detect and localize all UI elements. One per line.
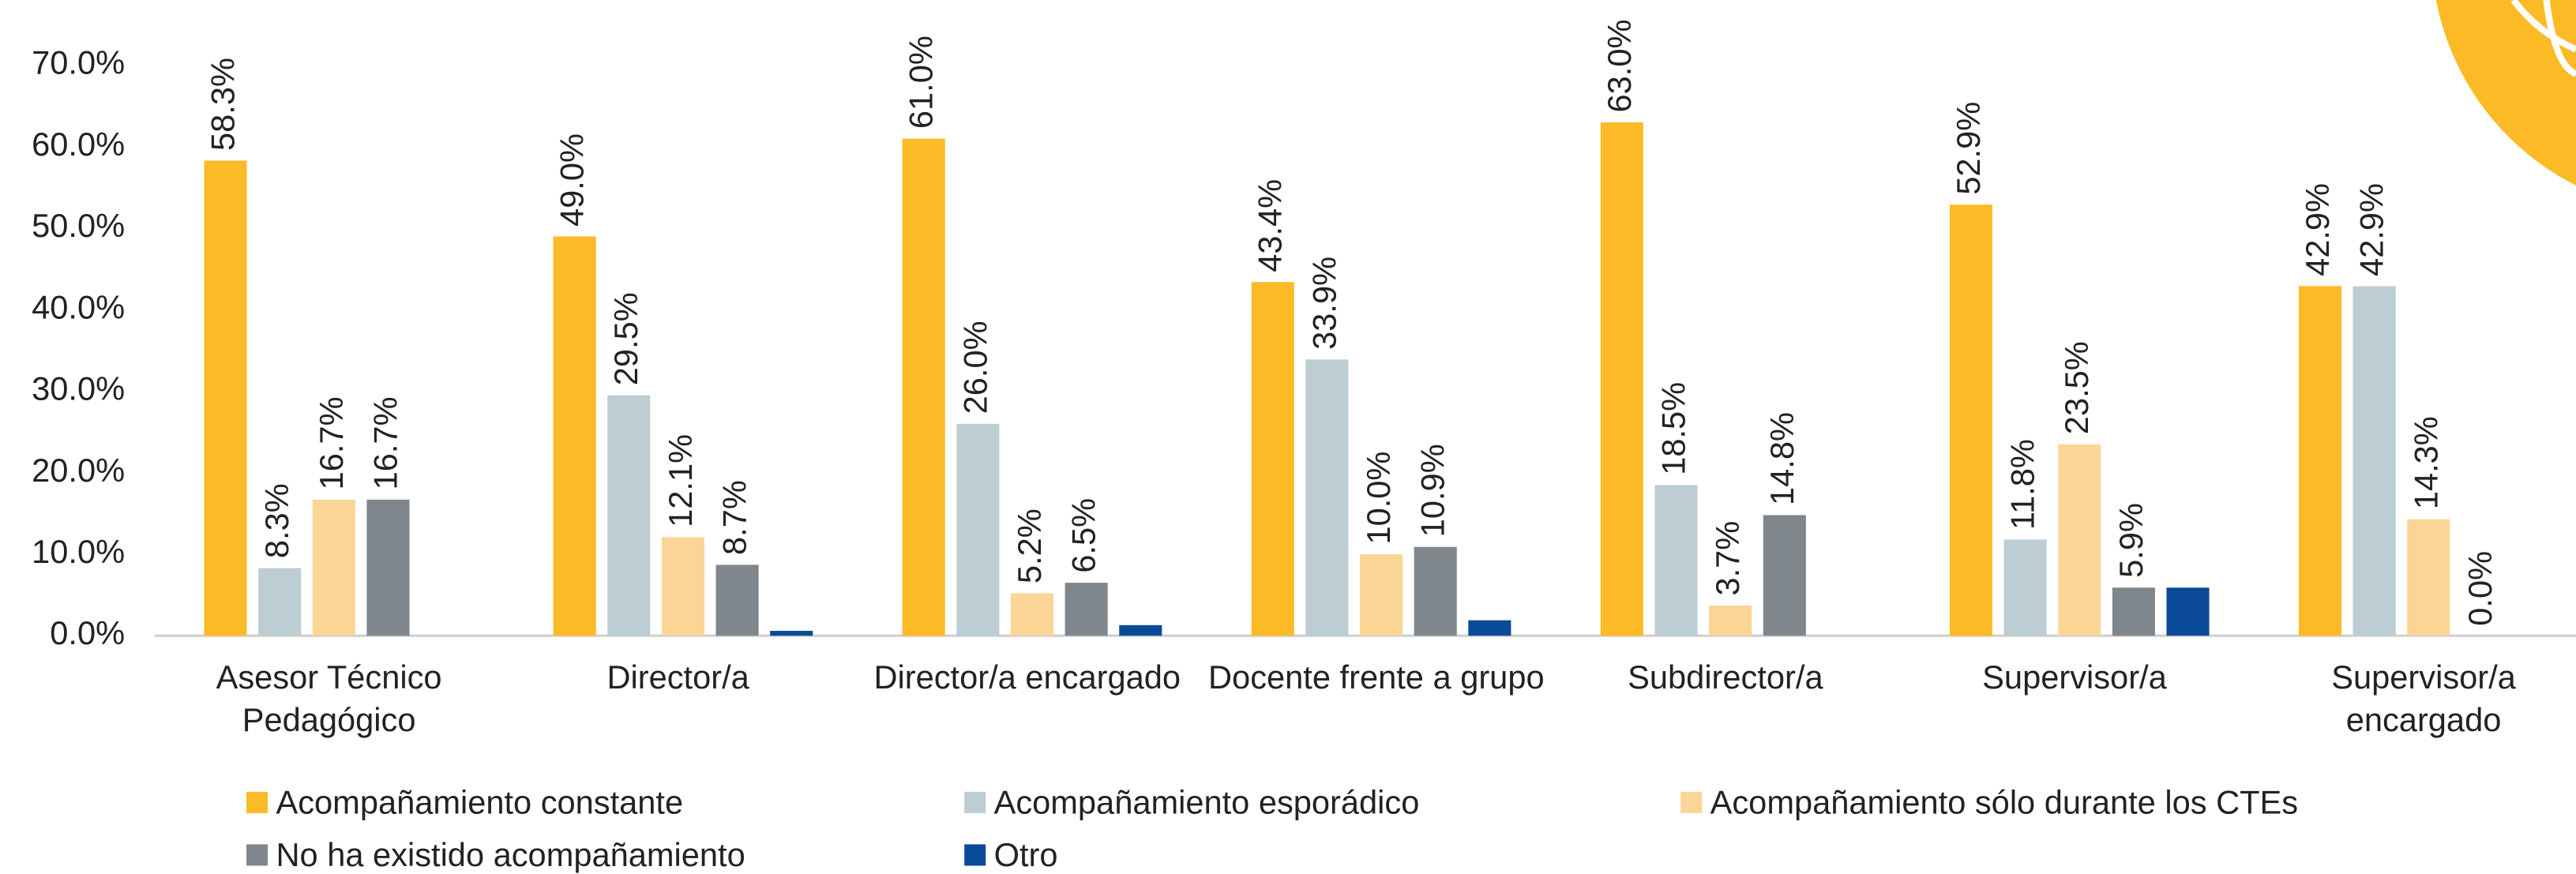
data-label: 18.5% xyxy=(1654,382,1692,475)
y-tick-label: 50.0% xyxy=(32,207,125,244)
legend-swatch xyxy=(964,844,986,865)
bar xyxy=(2299,286,2341,636)
data-label: 12.1% xyxy=(662,434,699,527)
bar xyxy=(2112,587,2155,636)
bar xyxy=(903,139,945,636)
legend-swatch xyxy=(246,792,268,813)
data-label: 49.0% xyxy=(554,133,591,227)
bar xyxy=(1065,583,1108,636)
data-label: 10.0% xyxy=(1360,452,1397,545)
data-label: 61.0% xyxy=(903,36,940,129)
data-label: 23.5% xyxy=(2058,341,2095,434)
y-tick-label: 0.0% xyxy=(50,614,125,651)
x-tick-label: Director/a xyxy=(505,657,851,700)
bar xyxy=(1950,204,1992,636)
bar xyxy=(770,631,813,636)
bar xyxy=(1414,547,1457,636)
bar xyxy=(1252,282,1294,636)
data-label: 42.9% xyxy=(2353,183,2390,276)
bar xyxy=(1305,359,1348,636)
bar xyxy=(1119,625,1162,636)
bar xyxy=(2004,539,2047,636)
x-tick-label: Asesor Técnico Pedagógico xyxy=(156,657,501,742)
bar xyxy=(1601,122,1643,636)
data-label: 42.9% xyxy=(2299,183,2336,276)
bar xyxy=(313,500,355,636)
bar xyxy=(1763,515,1806,636)
x-tick-label: Supervisor/a encargado xyxy=(2251,657,2576,742)
data-label: 29.5% xyxy=(607,292,644,385)
x-tick-label: Subdirector/a xyxy=(1553,657,1898,700)
legend-label: Acompañamiento sólo durante los CTEs xyxy=(1710,783,2298,820)
bar xyxy=(1011,594,1053,636)
data-label: 43.4% xyxy=(1252,179,1289,272)
data-label: 5.9% xyxy=(2112,503,2150,578)
bar xyxy=(716,565,759,636)
bar xyxy=(956,424,999,636)
y-tick-label: 70.0% xyxy=(32,44,125,81)
y-tick-label: 60.0% xyxy=(32,126,125,163)
x-tick-label: Docente frente a grupo xyxy=(1204,657,1549,700)
data-label: 14.8% xyxy=(1763,412,1801,505)
y-tick-label: 30.0% xyxy=(32,370,125,407)
x-tick-label-box: Supervisor/a encargado xyxy=(2251,657,2576,756)
bar xyxy=(1468,621,1511,636)
legend-swatch xyxy=(964,792,986,813)
legend-label: Acompañamiento esporádico xyxy=(994,783,1420,820)
data-label: 5.2% xyxy=(1011,508,1048,583)
data-label: 16.7% xyxy=(313,396,350,490)
data-label: 58.3% xyxy=(205,58,242,151)
bar xyxy=(258,568,301,636)
x-tick-label-box: Subdirector/a xyxy=(1553,657,1898,756)
y-tick-label: 40.0% xyxy=(32,288,125,325)
x-tick-label-box: Supervisor/a xyxy=(1902,657,2247,756)
legend-label: Acompañamiento constante xyxy=(276,783,684,820)
y-tick-label: 10.0% xyxy=(32,533,125,570)
bar xyxy=(2353,286,2396,636)
x-tick-label-box: Docente frente a grupo xyxy=(1204,657,1549,756)
bar xyxy=(1654,485,1697,636)
data-label: 6.5% xyxy=(1065,498,1102,573)
chart: 0.0% 10.0% 20.0% 30.0% 40.0% 50.0% 60.0% 70.0% A… xyxy=(0,0,2576,874)
data-label: 26.0% xyxy=(956,321,993,414)
data-label: 52.9% xyxy=(1950,102,1987,195)
y-tick-label: 20.0% xyxy=(32,452,125,489)
data-label: 8.7% xyxy=(716,480,753,555)
data-label: 63.0% xyxy=(1601,20,1638,113)
x-tick-label-box: Director/a xyxy=(505,657,851,756)
data-label: 3.7% xyxy=(1709,521,1746,596)
legend-label: No ha existido acompañamiento xyxy=(276,836,745,873)
data-label: 10.9% xyxy=(1414,444,1451,537)
legend-swatch xyxy=(246,844,268,865)
data-label: 33.9% xyxy=(1305,257,1342,350)
x-tick-label: Director/a encargado xyxy=(854,657,1200,700)
bar xyxy=(1360,554,1403,636)
bar xyxy=(1709,606,1752,636)
legend-label: Otro xyxy=(994,836,1058,873)
x-tick-label-box: Director/a encargado xyxy=(854,657,1200,756)
bar xyxy=(204,160,246,636)
bar xyxy=(2058,445,2101,636)
bar xyxy=(662,537,704,636)
bar xyxy=(2407,520,2450,636)
bar xyxy=(607,396,650,636)
data-label: 11.8% xyxy=(2004,439,2041,530)
bar xyxy=(2166,587,2209,636)
data-label: 0.0% xyxy=(2461,551,2499,626)
decoration xyxy=(2431,0,2576,214)
data-label: 8.3% xyxy=(258,483,295,558)
data-label: 16.7% xyxy=(366,396,404,490)
bar xyxy=(366,500,409,636)
x-tick-label: Supervisor/a xyxy=(1902,657,2247,700)
legend-swatch xyxy=(1680,792,1702,813)
data-label: 14.3% xyxy=(2407,416,2444,509)
bar xyxy=(554,236,596,636)
x-tick-label-box: Asesor Técnico Pedagógico xyxy=(156,657,501,756)
